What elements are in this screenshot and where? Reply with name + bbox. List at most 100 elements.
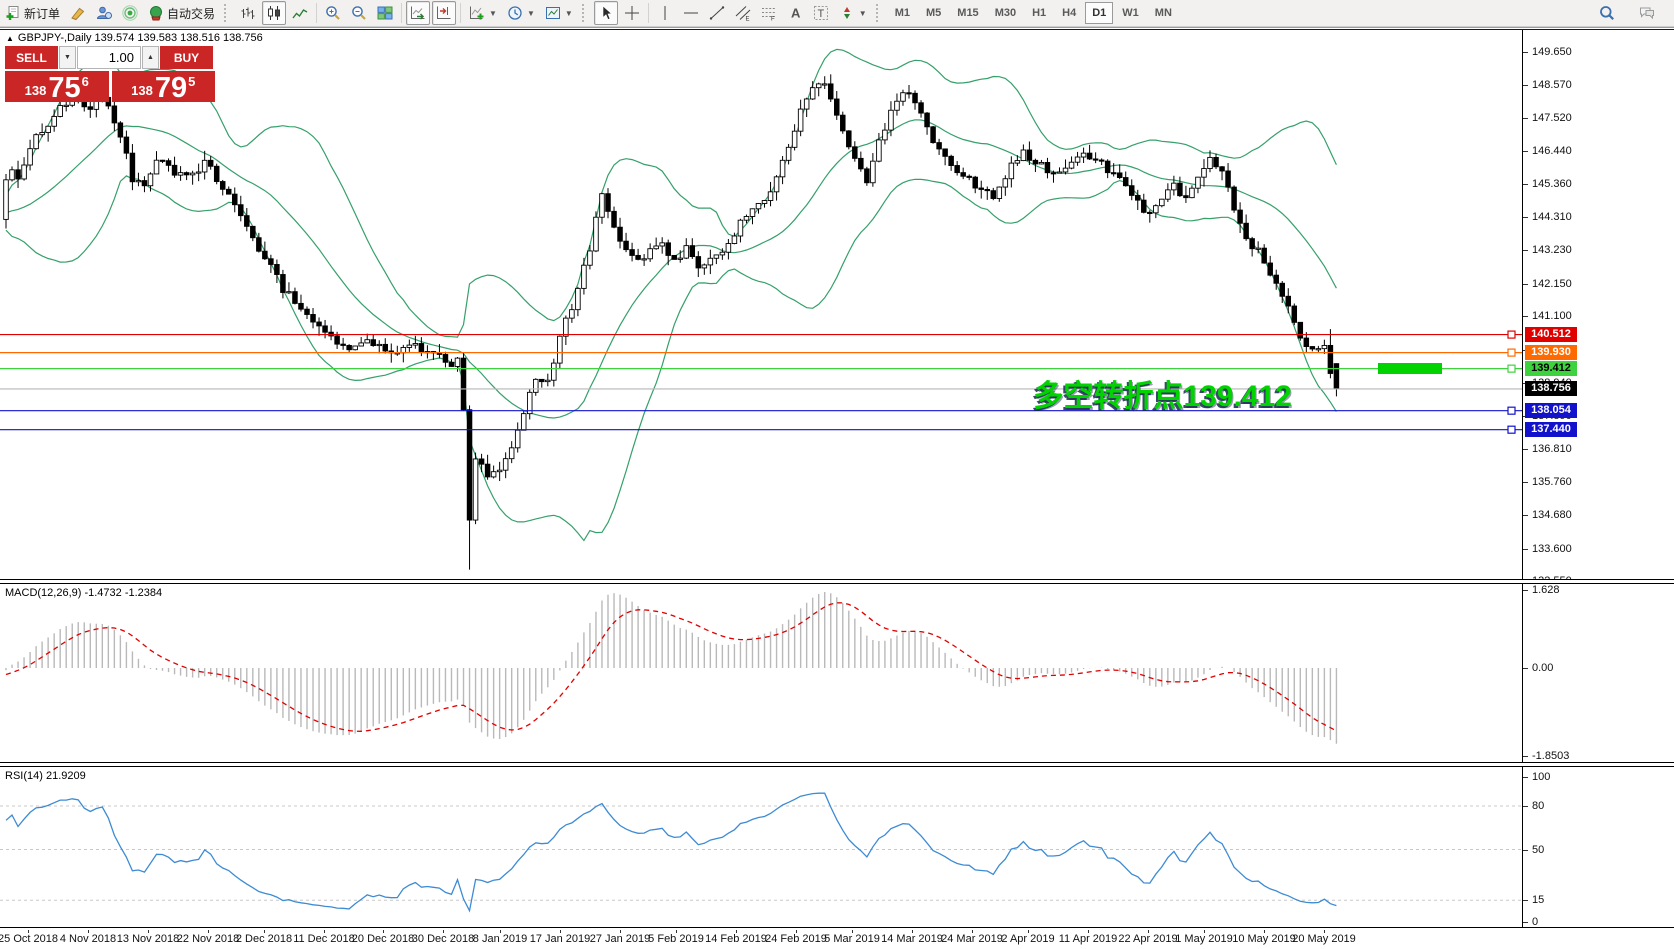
buy-price-figure: 138 (131, 83, 153, 98)
toolbar-separator (316, 3, 318, 23)
pane-divider[interactable] (0, 579, 1674, 584)
tf-m5-button[interactable]: M5 (919, 2, 948, 24)
tf-d1-button[interactable]: D1 (1085, 2, 1114, 24)
date-label: 8 Jan 2019 (472, 933, 528, 945)
autoscroll-icon (410, 5, 426, 21)
svg-text:T: T (817, 8, 824, 20)
tf-m30-button[interactable]: M30 (988, 2, 1023, 24)
templates-button[interactable]: ▼ (541, 1, 577, 25)
arrows-icon (839, 5, 855, 21)
tf-m30-label: M30 (994, 7, 1017, 19)
axis-tick (1523, 117, 1528, 119)
bar-chart-mode-button[interactable] (236, 1, 260, 25)
axis-tick (1523, 216, 1528, 218)
price-level-badge: 137.440 (1525, 421, 1577, 437)
buy-button[interactable]: BUY (160, 46, 213, 69)
horizontal-line-button[interactable] (679, 1, 703, 25)
rsi-indicator-pane[interactable]: RSI(14) 21.9209 (0, 767, 1522, 927)
tf-w1-button[interactable]: W1 (1115, 2, 1146, 24)
price-level-badge: 140.512 (1525, 326, 1577, 342)
chart-shift-button[interactable] (432, 1, 457, 25)
volume-decrease-button[interactable]: ▼ (59, 46, 76, 69)
indicators-list-button[interactable]: ▼ (465, 1, 501, 25)
signals-button[interactable] (118, 1, 142, 25)
sell-price-pips: 75 (48, 72, 81, 104)
sell-price[interactable]: 138 75 6 (5, 71, 109, 104)
auto-trading-button[interactable]: 自动交易 (144, 1, 219, 25)
tile-windows-button[interactable] (373, 1, 397, 25)
line-chart-mode-button[interactable] (288, 1, 312, 25)
date-label: 11 Apr 2019 (1058, 933, 1118, 945)
tf-m15-label: M15 (957, 7, 979, 19)
publish-profile-button[interactable] (92, 1, 116, 25)
signal-icon (122, 5, 138, 21)
tf-h1-button[interactable]: H1 (1025, 2, 1053, 24)
dropdown-arrow-icon[interactable]: ▼ (858, 8, 867, 18)
toolbar-separator (581, 4, 591, 22)
highlight-crayon-button[interactable] (66, 1, 90, 25)
sell-price-figure: 138 (24, 83, 47, 98)
pane-divider (0, 927, 1674, 930)
zoom-in-button[interactable] (321, 1, 345, 25)
collapse-trade-panel-icon[interactable]: ▲ (6, 34, 14, 43)
search-button[interactable] (1595, 1, 1619, 25)
trendline-button[interactable] (705, 1, 729, 25)
sell-button[interactable]: SELL (5, 46, 58, 69)
date-tick (383, 929, 384, 933)
axis-tick (1523, 756, 1528, 757)
pane-divider[interactable] (0, 762, 1674, 767)
equidistant-channel-button[interactable]: E (731, 1, 755, 25)
tf-m15-button[interactable]: M15 (950, 2, 985, 24)
buy-price[interactable]: 138 79 5 (111, 71, 215, 103)
dropdown-arrow-icon[interactable]: ▼ (526, 8, 535, 18)
tf-h4-button[interactable]: H4 (1055, 2, 1083, 24)
fibonacci-retracement-button[interactable]: F (757, 1, 781, 25)
community-chat-button[interactable] (1635, 1, 1659, 25)
date-label: 24 Mar 2019 (941, 933, 1003, 945)
vertical-line-button[interactable] (653, 1, 677, 25)
text-button[interactable]: A (783, 1, 807, 25)
text-label-button[interactable]: T (809, 1, 833, 25)
auto-scroll-button[interactable] (406, 1, 431, 25)
date-label: 5 Feb 2019 (648, 933, 704, 945)
candlestick-mode-button[interactable] (262, 1, 287, 25)
dropdown-arrow-icon[interactable]: ▼ (489, 8, 497, 18)
price-chart-pane[interactable]: ▲ GBPJPY-,Daily 139.574 139.583 138.516 1… (0, 30, 1522, 579)
zoomout-icon (351, 5, 367, 21)
date-tick (972, 929, 973, 933)
volume-input[interactable] (77, 46, 141, 69)
macd-indicator-pane[interactable]: MACD(12,26,9) -1.4732 -1.2384 (0, 584, 1522, 762)
date-label: 20 May 2019 (1292, 933, 1356, 945)
zoom-out-button[interactable] (347, 1, 371, 25)
search-icon (1599, 5, 1615, 21)
toolbar-separator (647, 3, 649, 23)
new-order-button[interactable]: 新订单 (1, 1, 64, 25)
date-label: 4 Nov 2018 (59, 933, 117, 945)
chartshift-icon (436, 5, 452, 21)
periods-button[interactable]: ▼ (503, 1, 539, 25)
date-axis[interactable]: 25 Oct 2018 4 Nov 2018 13 Nov 2018 22 Nov 2… (0, 929, 1674, 949)
date-label: 2 Apr 2019 (1001, 933, 1055, 945)
axis-tick (1523, 51, 1528, 53)
date-tick (620, 929, 621, 933)
tf-mn-button[interactable]: MN (1148, 2, 1179, 24)
tf-m1-button[interactable]: M1 (888, 2, 917, 24)
toolbar-group: M1 M5 M15 M30 H1 H4 D1 W1 MN (887, 0, 1180, 26)
cursor-button[interactable] (593, 1, 618, 25)
dropdown-arrow-icon[interactable]: ▼ (564, 8, 573, 18)
profile-icon (96, 5, 113, 21)
axis-tick (1523, 85, 1528, 87)
price-axis[interactable]: 149.650 148.570 147.520 146.440 145.360 144.3… (1522, 30, 1674, 928)
arrows-button[interactable]: ▼ (835, 1, 871, 25)
clock-icon (507, 5, 523, 21)
date-tick (148, 929, 149, 933)
tf-h4-label: H4 (1062, 7, 1077, 19)
crosshair-button[interactable] (620, 1, 644, 25)
date-tick (324, 929, 325, 933)
price-level-badge: 139.412 (1525, 360, 1577, 376)
date-tick (208, 929, 209, 933)
volume-increase-button[interactable]: ▲ (142, 46, 159, 69)
axis-tick (1523, 151, 1528, 153)
date-label: 27 Jan 2019 (589, 933, 651, 945)
svg-text:E: E (745, 17, 749, 22)
